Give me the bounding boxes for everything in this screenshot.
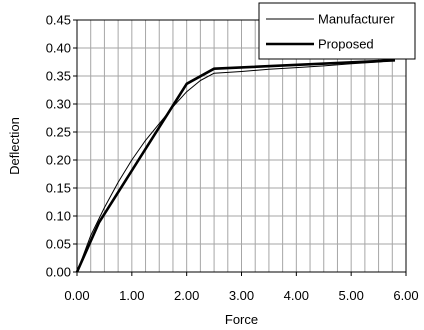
y-axis-title: Deflection (7, 117, 22, 175)
x-tick-label: 4.00 (284, 288, 309, 303)
series-line-manufacturer (76, 59, 396, 273)
x-axis-tick-labels: 0.00 1.00 2.00 3.00 4.00 5.00 6.00 (64, 272, 419, 303)
y-tick-label: 0.05 (46, 237, 71, 252)
x-tick-label: 6.00 (393, 288, 418, 303)
y-tick-label: 0.40 (46, 41, 71, 56)
grid (77, 20, 406, 272)
x-axis-title: Force (225, 312, 258, 327)
legend-label-proposed: Proposed (318, 37, 374, 52)
series-layer (75, 59, 396, 273)
y-tick-label: 0.35 (46, 69, 71, 84)
y-tick-label: 0.25 (46, 125, 71, 140)
y-tick-label: 0.00 (46, 265, 71, 280)
y-tick-label: 0.10 (46, 209, 71, 224)
x-tick-label: 3.00 (229, 288, 254, 303)
legend-box (258, 2, 416, 60)
y-axis-tick-labels: 0.00 0.05 0.10 0.15 0.20 0.25 0.30 0.35 0.40 0.45 (46, 13, 77, 280)
x-tick-label: 0.00 (64, 288, 89, 303)
x-tick-label: 5.00 (339, 288, 364, 303)
y-tick-label: 0.20 (46, 153, 71, 168)
y-tick-label: 0.45 (46, 13, 71, 28)
legend-label-manufacturer: Manufacturer (318, 12, 395, 27)
y-tick-label: 0.15 (46, 181, 71, 196)
x-tick-label: 2.00 (174, 288, 199, 303)
series-line-proposed (75, 59, 396, 273)
y-tick-label: 0.30 (46, 97, 71, 112)
x-tick-label: 1.00 (119, 288, 144, 303)
legend: Manufacturer Proposed (258, 2, 416, 60)
